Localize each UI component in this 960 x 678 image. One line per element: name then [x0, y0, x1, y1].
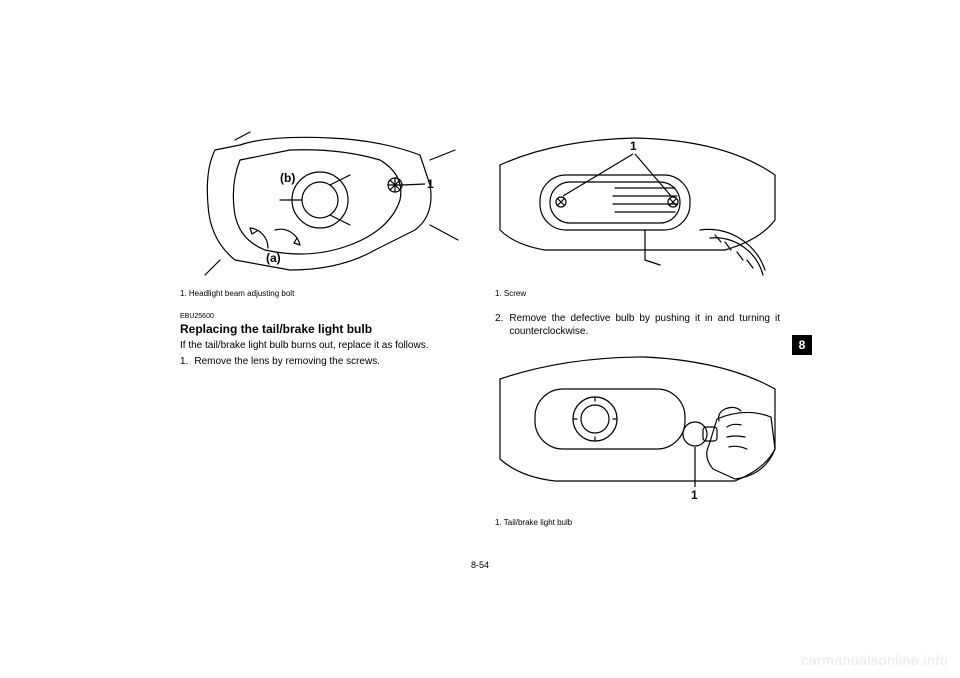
figure-headlight-adjust: 1 (b) (a): [180, 130, 465, 285]
step-1-text: Remove the lens by removing the screws.: [194, 355, 465, 369]
figure1-caption-text: Headlight beam adjusting bolt: [189, 289, 294, 298]
watermark: carmanualsonline.info: [801, 652, 948, 668]
step-2: 2. Remove the defective bulb by pushing …: [495, 312, 780, 339]
step-2-num: 2.: [495, 312, 503, 339]
figure1-caption: 1. Headlight beam adjusting bolt: [180, 289, 465, 300]
left-column: 1 (b) (a) 1. Headlight beam adjusting bo…: [180, 130, 465, 541]
callout-1: 1: [630, 139, 637, 153]
manual-page: 1 (b) (a) 1. Headlight beam adjusting bo…: [180, 130, 780, 541]
step-2-text: Remove the defective bulb by pushing it …: [509, 312, 780, 339]
figure3-caption-text: Tail/brake light bulb: [504, 518, 572, 527]
headlight-adjust-svg: 1 (b) (a): [180, 130, 465, 285]
two-column-layout: 1 (b) (a) 1. Headlight beam adjusting bo…: [180, 130, 780, 541]
figure1-caption-num: 1.: [180, 289, 187, 298]
figure3-caption-num: 1.: [495, 518, 502, 527]
section-tab: 8: [792, 335, 812, 355]
right-column: 1 1. Screw 2. Remove the defective bulb …: [495, 130, 780, 541]
bulb-remove-svg: 1: [495, 349, 780, 514]
callout-1: 1: [691, 488, 698, 502]
figure2-caption-num: 1.: [495, 289, 502, 298]
callout-a: (a): [266, 251, 281, 265]
callout-b: (b): [280, 171, 295, 185]
figure2-caption: 1. Screw: [495, 289, 780, 300]
step-1-num: 1.: [180, 355, 188, 369]
figure3-caption: 1. Tail/brake light bulb: [495, 518, 780, 529]
section-body: If the tail/brake light bulb burns out, …: [180, 339, 465, 353]
section-heading: Replacing the tail/brake light bulb: [180, 321, 465, 337]
figure2-caption-text: Screw: [504, 289, 526, 298]
figure-bulb-remove: 1: [495, 349, 780, 514]
step-1: 1. Remove the lens by removing the screw…: [180, 355, 465, 369]
callout-1: 1: [427, 177, 434, 191]
taillight-lens-svg: 1: [495, 130, 780, 285]
reference-code: EBU25600: [180, 312, 465, 321]
figure-taillight-lens: 1: [495, 130, 780, 285]
page-number: 8-54: [0, 560, 960, 570]
